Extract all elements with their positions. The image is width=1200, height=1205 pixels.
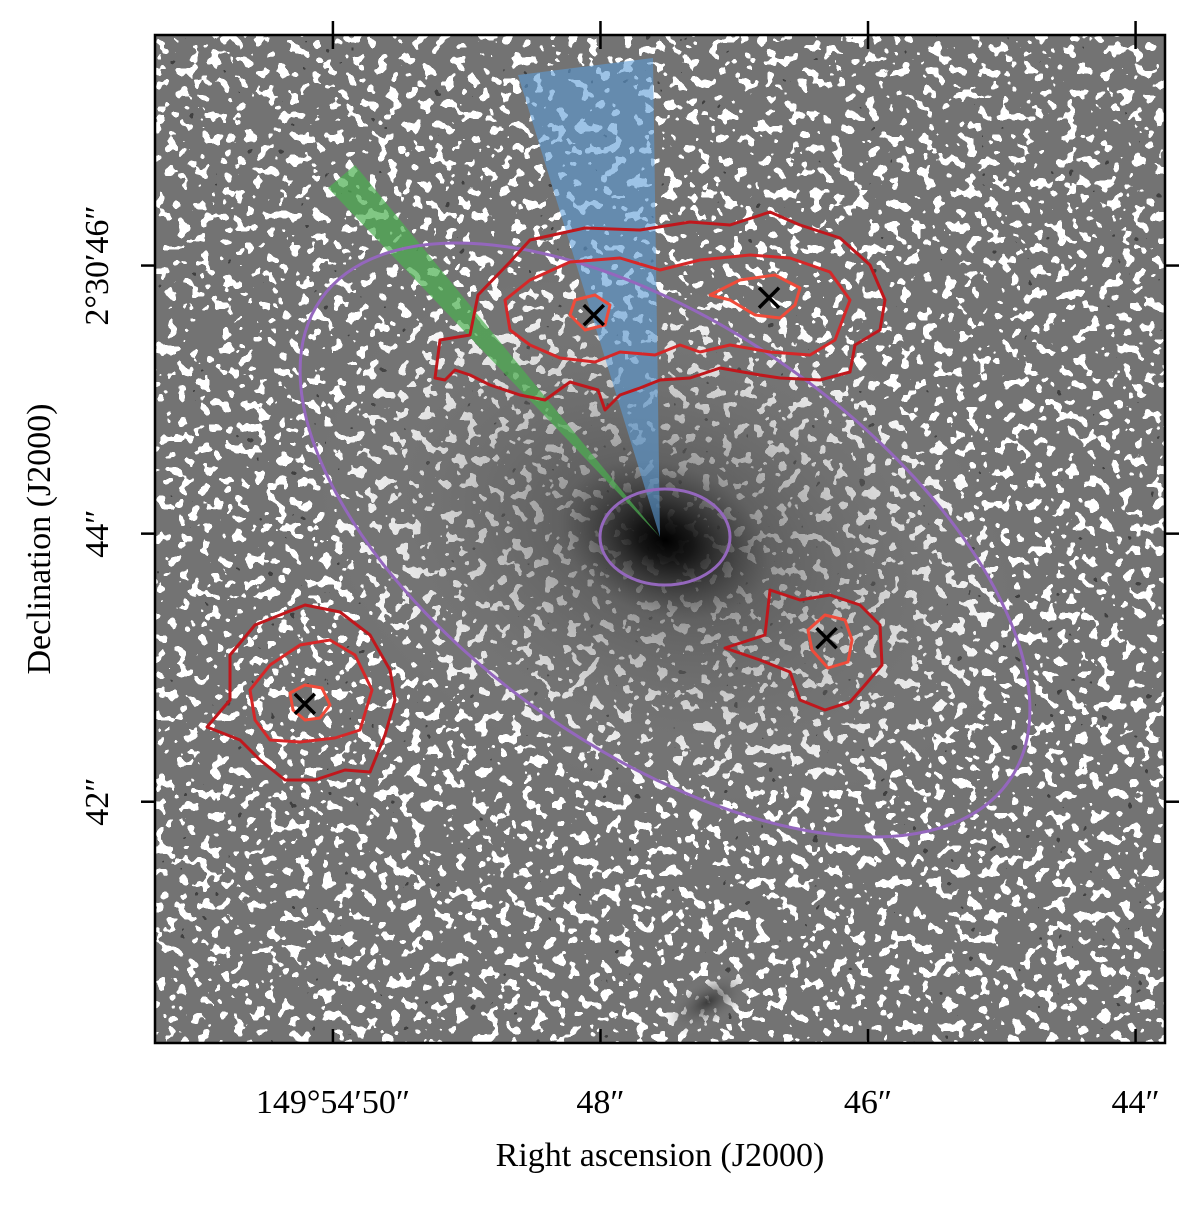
image <box>155 35 1165 1043</box>
plot-frame <box>153 33 1167 1045</box>
y-tick-label: 2°30′46″ <box>79 205 116 325</box>
ellipse-inner <box>598 487 732 587</box>
x-tick-label: 149°54′50″ <box>256 1084 410 1121</box>
cross-marker <box>757 286 781 309</box>
wedge-green <box>328 165 660 537</box>
cross-marker <box>293 692 317 716</box>
cross-marker <box>582 303 606 327</box>
x-tick-label: 46″ <box>844 1084 892 1121</box>
contours <box>205 210 887 782</box>
x-tick-label: 44″ <box>1111 1084 1159 1121</box>
y-tick-label: 44″ <box>79 510 116 558</box>
ellipse-outer <box>298 241 1032 839</box>
x-axis-label: Right ascension (J2000) <box>496 1137 825 1174</box>
y-axis-label: Declination (J2000) <box>21 404 58 675</box>
cross-marker <box>815 626 838 650</box>
x-tick-label: 48″ <box>576 1084 624 1121</box>
y-tick-label: 42″ <box>79 778 116 826</box>
